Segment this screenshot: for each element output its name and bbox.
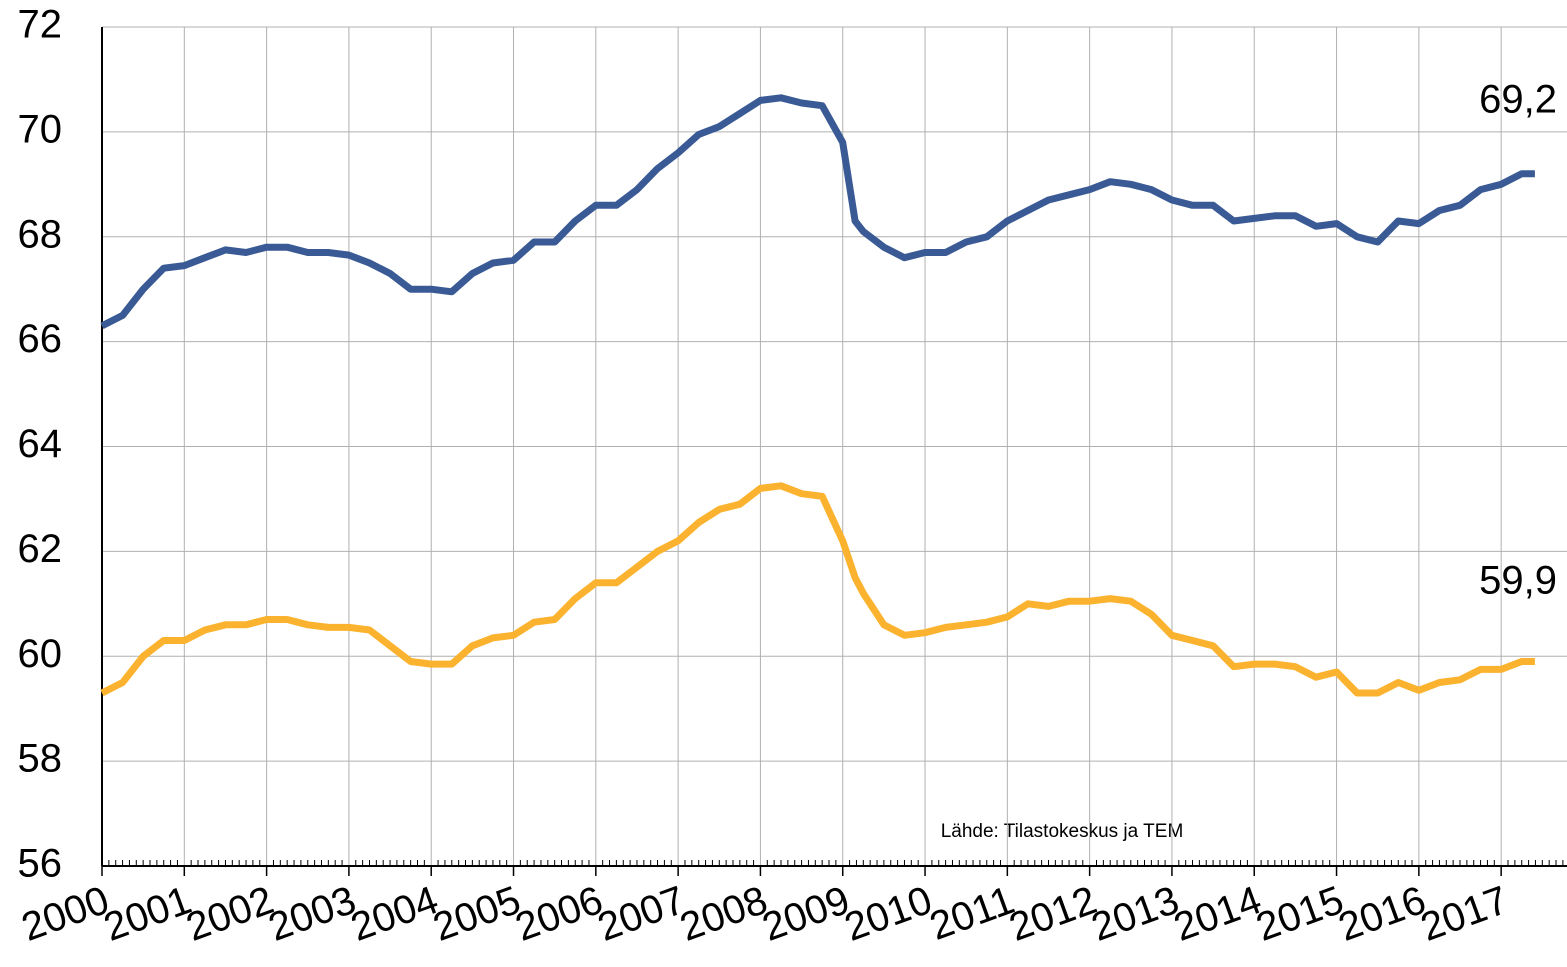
data-line: [100, 94, 1535, 330]
y-tick-label: 70: [18, 107, 63, 151]
y-tick-label: 58: [18, 737, 63, 781]
end-label: 69,2: [1479, 78, 1557, 122]
y-tick-label: 56: [18, 842, 63, 886]
y-tick-label: 62: [18, 527, 63, 571]
source-note: Lähde: Tilastokeskus ja TEM: [941, 821, 1184, 842]
y-tick-label: 72: [18, 3, 63, 47]
y-tick-label: 64: [18, 422, 63, 466]
y-tick-label: 66: [18, 317, 63, 361]
data-line: [100, 482, 1535, 697]
x-tick-label: 2010: [839, 878, 938, 950]
end-label: 59,9: [1479, 559, 1557, 603]
x-tick-label: 2017: [1415, 878, 1514, 950]
y-tick-label: 60: [18, 632, 63, 676]
y-tick-label: 68: [18, 212, 63, 256]
